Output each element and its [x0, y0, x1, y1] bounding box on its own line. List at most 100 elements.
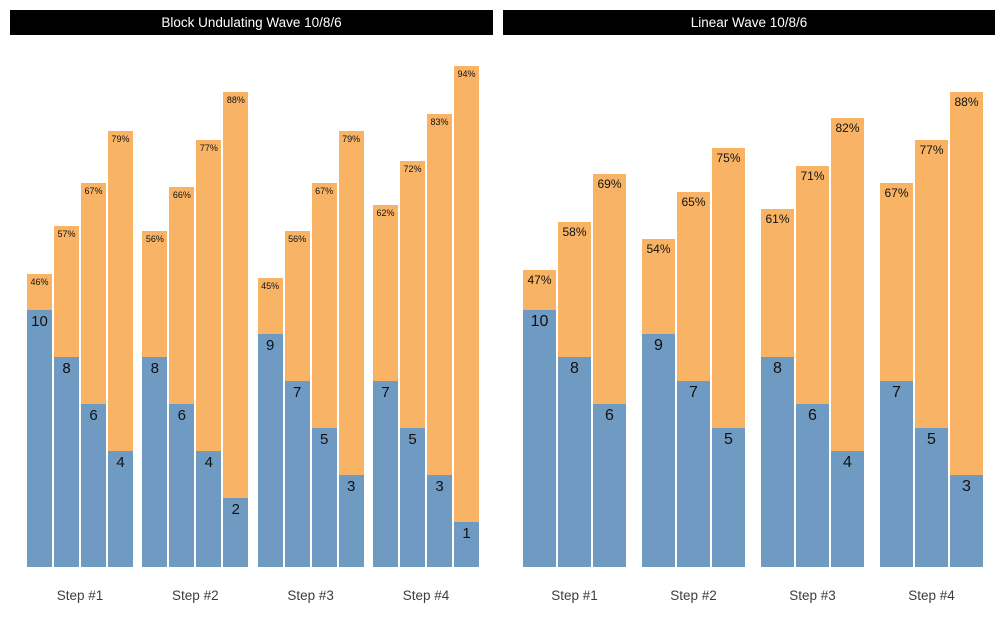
stacked-bar: 45% 9 [257, 278, 283, 567]
stacked-bar: 75% 5 [712, 148, 745, 567]
intensity-pct-label: 47% [527, 272, 552, 287]
intensity-segment: 75% [712, 148, 745, 428]
stacked-bar: 88% 3 [950, 92, 983, 567]
reps-label: 6 [808, 407, 817, 424]
reps-segment: 3 [426, 474, 452, 567]
intensity-pct-label: 72% [403, 164, 422, 175]
intensity-segment: 77% [196, 139, 222, 451]
stacked-bar: 77% 5 [915, 139, 948, 567]
reps-segment: 9 [642, 333, 675, 567]
reps-label: 4 [204, 454, 213, 471]
reps-segment: 3 [338, 474, 364, 567]
intensity-segment: 88% [950, 92, 983, 475]
intensity-segment: 65% [677, 191, 710, 381]
reps-segment: 7 [372, 380, 398, 567]
stacked-bar: 62% 7 [372, 204, 398, 567]
intensity-segment: 47% [523, 269, 556, 310]
intensity-pct-label: 61% [765, 212, 790, 226]
stacked-bar: 56% 8 [142, 230, 168, 567]
chart-title: Linear Wave 10/8/6 [503, 10, 995, 35]
intensity-segment: 69% [593, 174, 626, 404]
reps-segment: 6 [796, 404, 829, 567]
stacked-bar: 83% 3 [426, 113, 452, 567]
intensity-pct-label: 56% [145, 233, 164, 244]
intensity-pct-label: 94% [457, 69, 476, 79]
reps-label: 5 [724, 430, 733, 448]
intensity-pct-label: 46% [30, 277, 49, 287]
x-axis-labels: Step #1 Step #2 Step #3 Step #4 [10, 567, 493, 603]
step-label: Step #2 [172, 588, 219, 603]
intensity-segment: 67% [880, 183, 913, 381]
reps-label: 7 [292, 383, 302, 401]
stacked-bar: 88% 2 [223, 92, 249, 567]
reps-label: 7 [689, 383, 698, 401]
step-label: Step #4 [402, 588, 450, 603]
stacked-bar: 82% 4 [831, 118, 864, 567]
intensity-pct-label: 79% [342, 134, 361, 144]
intensity-pct-label: 79% [111, 134, 130, 144]
intensity-pct-label: 77% [199, 142, 218, 153]
bar-group: 46% 10 57% 8 67% 6 79% 4 [27, 131, 133, 567]
stacked-bar: 57% 8 [54, 226, 79, 567]
intensity-pct-label: 58% [562, 225, 587, 239]
intensity-segment: 72% [399, 161, 425, 428]
reps-label: 5 [408, 430, 417, 448]
reps-segment: 8 [761, 357, 794, 567]
intensity-pct-label: 67% [315, 186, 334, 196]
intensity-pct-label: 62% [376, 207, 395, 218]
reps-label: 7 [381, 383, 390, 401]
intensity-pct-label: 71% [800, 168, 825, 183]
intensity-pct-label: 75% [716, 151, 741, 166]
intensity-segment: 67% [311, 183, 337, 428]
step-label: Step #3 [287, 588, 334, 603]
stacked-bar: 67% 7 [880, 183, 913, 567]
panel-block-undulating-wave: Block Undulating Wave 10/8/6 46% 10 57% 8 67… [10, 10, 493, 603]
reps-label: 6 [605, 407, 614, 424]
intensity-segment: 57% [54, 226, 79, 357]
reps-label: 4 [843, 454, 852, 471]
reps-label: 9 [265, 336, 275, 354]
step-label: Step #4 [908, 588, 955, 603]
bar-group: 61% 8 71% 6 82% 4 [761, 118, 864, 567]
reps-segment: 8 [54, 357, 79, 567]
intensity-segment: 58% [558, 222, 591, 357]
intensity-pct-label: 77% [919, 142, 944, 157]
stacked-bar: 79% 4 [108, 131, 133, 567]
reps-segment: 10 [523, 310, 556, 567]
stacked-bar: 67% 6 [81, 183, 106, 567]
reps-label: 8 [773, 360, 782, 377]
step-label: Step #3 [789, 588, 836, 603]
reps-label: 3 [435, 477, 444, 495]
reps-label: 1 [462, 524, 471, 542]
intensity-segment: 56% [284, 230, 310, 381]
stacked-bar: 47% 10 [523, 269, 556, 567]
panel-linear-wave: Linear Wave 10/8/6 47% 10 58% 8 69% 6 54% 9 65% 7… [503, 10, 995, 603]
intensity-pct-label: 57% [57, 229, 76, 240]
reps-label: 6 [177, 407, 186, 424]
intensity-pct-label: 66% [172, 190, 191, 201]
bar-group: 62% 7 72% 5 83% 3 94% 1 [372, 66, 479, 567]
intensity-pct-label: 65% [681, 194, 706, 209]
bar-group: 54% 9 65% 7 75% 5 [642, 148, 745, 567]
reps-label: 8 [570, 360, 579, 377]
bar-group: 67% 7 77% 5 88% 3 [880, 92, 983, 567]
reps-label: 7 [892, 383, 901, 401]
reps-segment: 6 [169, 404, 195, 567]
step-label: Step #1 [56, 588, 104, 603]
reps-label: 10 [31, 313, 48, 330]
intensity-segment: 77% [915, 139, 948, 428]
intensity-segment: 88% [223, 92, 249, 498]
intensity-segment: 67% [81, 183, 106, 404]
reps-label: 3 [962, 477, 971, 495]
reps-label: 9 [654, 336, 663, 354]
bar-group: 47% 10 58% 8 69% 6 [523, 174, 626, 567]
reps-segment: 6 [81, 404, 106, 567]
stacked-bar: 72% 5 [399, 161, 425, 567]
reps-label: 8 [150, 360, 159, 377]
reps-segment: 4 [831, 451, 864, 567]
step-label: Step #2 [670, 588, 717, 603]
intensity-segment: 46% [27, 274, 52, 310]
intensity-pct-label: 88% [226, 95, 245, 105]
intensity-pct-label: 88% [954, 95, 979, 109]
reps-segment: 3 [950, 474, 983, 567]
